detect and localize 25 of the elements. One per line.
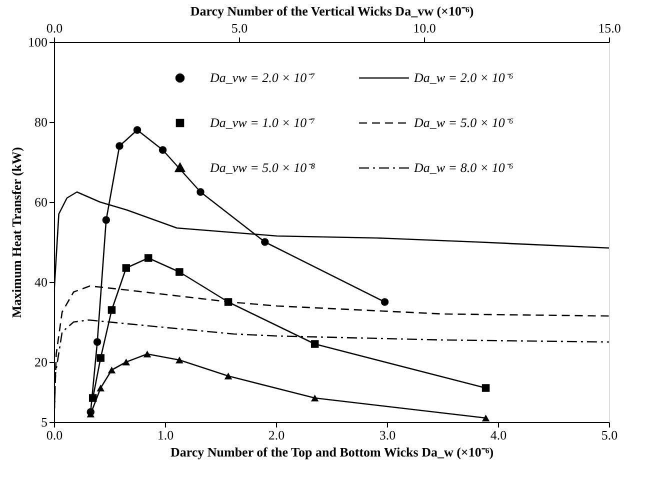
x-tick-label: 4.0	[490, 428, 507, 442]
x-axis-title: Darcy Number of the Top and Bottom Wicks Da_w (×10⁻⁶)	[170, 444, 494, 460]
y-tick-label: 80	[34, 114, 48, 130]
x-tick-label: 0.0	[46, 428, 63, 442]
x2-tick-label: 5.0	[231, 20, 248, 36]
x2-tick-label: 15.0	[598, 20, 621, 36]
legend-label: Da_vw = 1.0 × 10⁻⁷	[209, 115, 316, 130]
legend-label: Da_vw = 5.0 × 10⁻⁸	[209, 160, 316, 175]
y-tick-label: 5	[41, 414, 48, 430]
y-axis-title: Maximum Heat Transfer (kW)	[9, 147, 24, 318]
legend-label: Da_vw = 2.0 × 10⁻⁷	[209, 70, 316, 85]
legend-label: Da_w = 2.0 × 10⁻⁶	[413, 70, 514, 85]
x2-axis-title: Darcy Number of the Vertical Wicks Da_vw (×10⁻⁶)	[190, 4, 474, 18]
x2-tick-label: 0.0	[46, 20, 63, 36]
y-tick-label: 40	[34, 274, 48, 290]
x-tick-label: 5.0	[601, 428, 618, 442]
x-tick-label: 3.0	[379, 428, 396, 442]
x-tick-label: 1.0	[157, 428, 174, 442]
legend-label: Da_w = 5.0 × 10⁻⁶	[413, 115, 514, 130]
y-tick-label: 60	[34, 194, 48, 210]
x-tick-label: 2.0	[268, 428, 285, 442]
legend-label: Da_w = 8.0 × 10⁻⁶	[413, 160, 514, 175]
y-tick-label: 100	[28, 34, 48, 50]
y-tick-label: 20	[34, 354, 48, 370]
x2-tick-label: 10.0	[413, 20, 436, 36]
